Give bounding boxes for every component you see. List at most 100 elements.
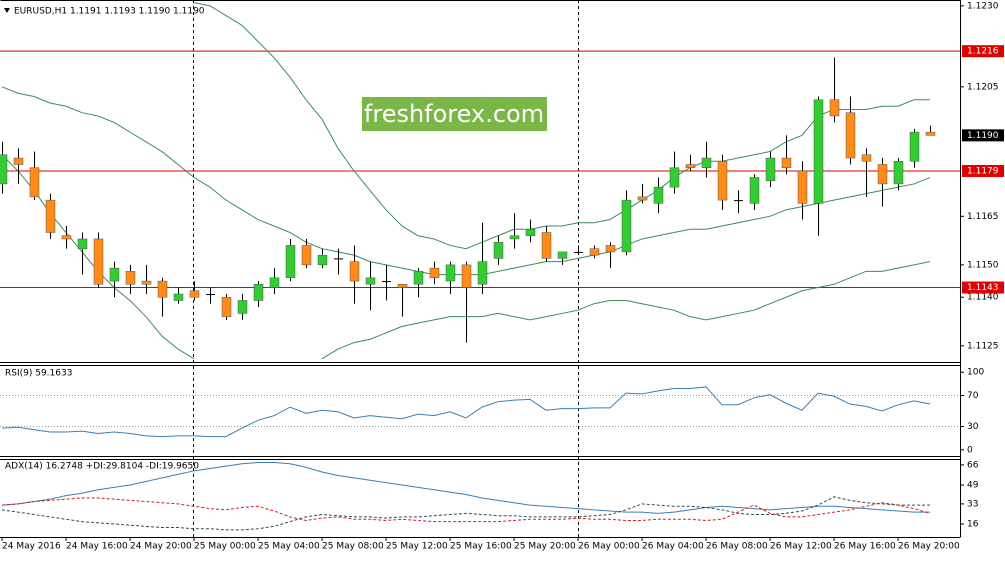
candle-body xyxy=(13,157,24,165)
candle-body xyxy=(734,200,743,202)
indicator-line xyxy=(1,462,930,514)
candle-body xyxy=(334,258,343,260)
x-tick-label: 26 May 12:00 xyxy=(770,542,832,552)
candle-body xyxy=(589,248,600,256)
candle-body xyxy=(829,99,840,117)
candle-body xyxy=(365,277,376,285)
candle-body xyxy=(637,196,648,201)
candle-body xyxy=(509,235,520,240)
candle-body xyxy=(237,300,248,314)
y-tick-label: 30 xyxy=(967,422,979,432)
candle-body xyxy=(909,131,920,162)
candle-body xyxy=(685,164,696,168)
x-tick-label: 26 May 16:00 xyxy=(834,542,896,552)
x-tick-label: 24 May 2016 xyxy=(2,542,61,552)
price-label: 1.1216 xyxy=(967,47,999,57)
candle-body xyxy=(189,290,200,298)
candle-body xyxy=(525,229,536,236)
rsi-panel xyxy=(0,386,960,438)
x-tick-label: 26 May 00:00 xyxy=(578,542,640,552)
candle-body xyxy=(493,241,504,259)
indicator-line xyxy=(1,386,931,438)
y-tick-label: 1.1150 xyxy=(967,260,999,270)
y-tick-label: 33 xyxy=(967,499,978,509)
y-tick-label: 0 xyxy=(967,445,973,455)
x-tick-label: 25 May 00:00 xyxy=(194,542,256,552)
candle-body xyxy=(797,170,808,204)
candle-body xyxy=(925,131,936,136)
y-tick-label: 66 xyxy=(967,460,979,470)
candle-body xyxy=(141,280,152,285)
candle-body xyxy=(109,267,120,282)
price-label-box xyxy=(962,281,1004,294)
candle-body xyxy=(221,296,232,317)
adx-panel xyxy=(1,462,931,531)
candle-body xyxy=(301,245,312,266)
candle-body xyxy=(541,232,552,259)
candle-body xyxy=(173,293,184,301)
candle-body xyxy=(477,261,488,285)
watermark: freshforex.com xyxy=(364,100,544,128)
candle-body xyxy=(669,167,680,188)
x-tick-label: 24 May 20:00 xyxy=(130,542,192,552)
candle-body xyxy=(621,199,632,253)
candle-body xyxy=(765,157,776,181)
chart-title: EURUSD,H1 1.1191 1.1193 1.1190 1.1190 xyxy=(14,7,205,17)
axes: 1.1230 1.1205 1.1165 1.1150 1.1140 1.1125 1.12… xyxy=(1,1,1004,552)
price-label-box xyxy=(962,45,1004,58)
candle-body xyxy=(29,167,40,198)
x-tick-label: 26 May 20:00 xyxy=(898,542,960,552)
candle-body xyxy=(557,251,568,259)
x-tick-label: 26 May 04:00 xyxy=(642,542,704,552)
x-tick-label: 25 May 04:00 xyxy=(258,542,320,552)
price-label: 1.1179 xyxy=(967,166,999,176)
x-tick-label: 25 May 08:00 xyxy=(322,542,384,552)
candle-body xyxy=(653,186,664,204)
candle-body xyxy=(45,199,56,233)
y-tick-label: 1.1230 xyxy=(967,1,999,11)
candle-body xyxy=(93,238,104,285)
menu-icon xyxy=(4,8,10,13)
y-tick-label: 100 xyxy=(967,368,984,378)
candle-body xyxy=(253,284,264,301)
candle-body xyxy=(445,264,456,282)
last-price-box xyxy=(962,129,1004,142)
x-tick-label: 25 May 20:00 xyxy=(514,542,576,552)
price-panel xyxy=(0,2,960,360)
candle-body xyxy=(206,294,215,296)
candle-body xyxy=(269,277,280,288)
candle-body xyxy=(382,281,391,283)
bollinger-band xyxy=(193,2,930,250)
y-tick-label: 1.1165 xyxy=(967,212,999,222)
candle-body xyxy=(461,264,472,288)
y-tick-label: 49 xyxy=(967,481,979,491)
candle-body xyxy=(781,157,792,168)
candle-body xyxy=(877,164,888,185)
price-label: 1.1143 xyxy=(967,283,999,293)
candle-body xyxy=(813,99,824,204)
indicator-line xyxy=(1,496,930,531)
x-tick-label: 25 May 16:00 xyxy=(450,542,512,552)
candle-body xyxy=(125,271,136,285)
candle-body xyxy=(861,154,872,162)
candle-body xyxy=(605,245,616,253)
y-tick-label: 1.1140 xyxy=(967,293,999,303)
y-tick-label: 70 xyxy=(967,391,979,401)
candle-body xyxy=(749,177,760,204)
candle-body xyxy=(61,235,72,240)
indicator-title: RSI(9) 59.1633 xyxy=(5,369,72,379)
candle-body xyxy=(893,161,904,185)
candle-body xyxy=(717,161,728,201)
x-tick-label: 25 May 12:00 xyxy=(386,542,448,552)
candle-body xyxy=(701,157,712,168)
candle-body xyxy=(429,267,440,279)
x-tick-label: 26 May 08:00 xyxy=(706,542,768,552)
y-tick-label: 16 xyxy=(967,520,979,530)
y-tick-label: 1.1205 xyxy=(967,82,999,92)
y-tick-label: 1.1125 xyxy=(967,341,999,351)
candle-body xyxy=(0,154,8,185)
last-price-label: 1.1190 xyxy=(967,131,999,141)
